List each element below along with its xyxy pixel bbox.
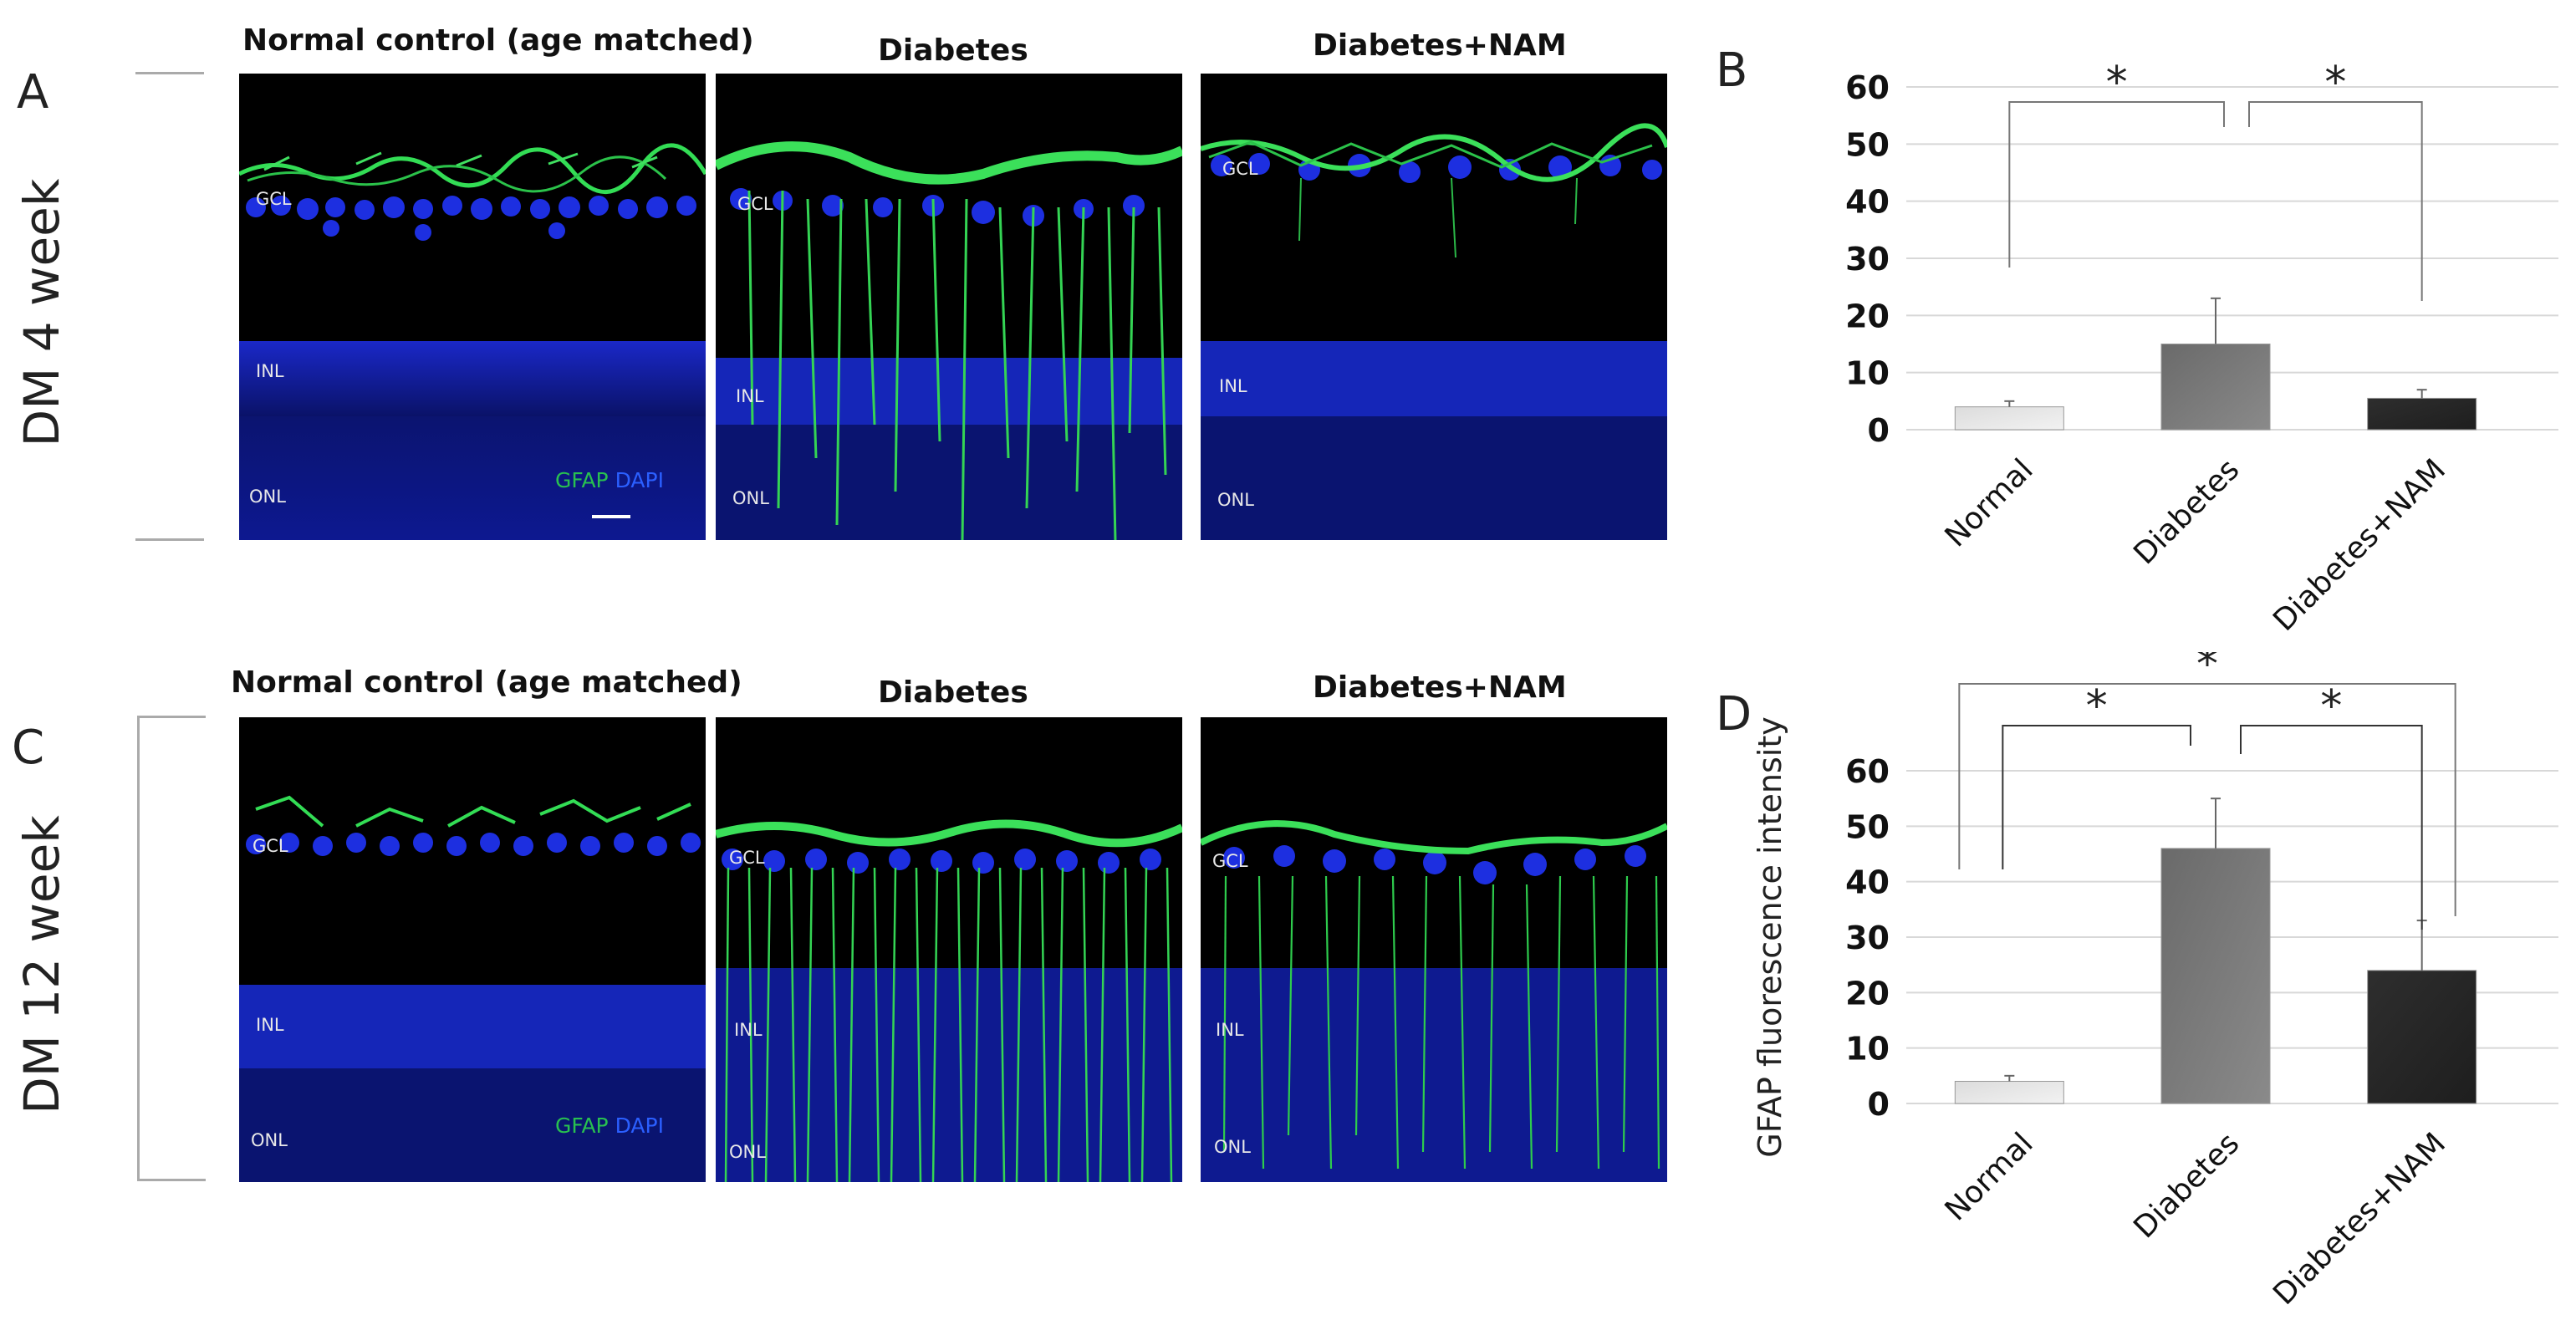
layer-label-inl: INL xyxy=(1219,376,1247,396)
significance-bracket xyxy=(2240,725,2423,930)
micrograph-row2-normal: GCL INL ONL GFAP DAPI xyxy=(239,717,706,1182)
y-tick-label: 20 xyxy=(1845,298,1890,334)
x-tick-label: Diabetes xyxy=(2127,452,2246,571)
significance-bracket xyxy=(2008,101,2225,268)
col-title-normal-row2: Normal control (age matched) xyxy=(231,665,742,700)
col-title-diabetes-row1: Diabetes xyxy=(878,33,1028,68)
row-label-4-week: DM 4 week xyxy=(13,178,70,447)
y-tick-label: 10 xyxy=(1845,1031,1890,1068)
x-tick-label: Normal xyxy=(1939,452,2040,553)
chart-d: 0 10 20 30 40 50 60 Normal Diabetes Diabetes+NAM *… xyxy=(1752,652,2558,1312)
micrograph-row1-nam: GCL INL ONL xyxy=(1201,74,1667,540)
y-tick-label: 0 xyxy=(1868,1086,1890,1123)
col-title-nam-row2: Diabetes+NAM xyxy=(1313,670,1567,705)
bracket-bottom-row2 xyxy=(137,1179,206,1181)
bracket-bottom-row1 xyxy=(135,538,204,541)
y-tick-label: 30 xyxy=(1845,241,1890,278)
layer-label-onl: ONL xyxy=(732,488,769,508)
layer-label-gcl: GCL xyxy=(1222,159,1258,179)
layer-label-onl: ONL xyxy=(251,1130,288,1150)
layer-label-inl: INL xyxy=(256,1015,284,1035)
stain-key-dapi: DAPI xyxy=(615,468,664,492)
y-tick-label: 0 xyxy=(1868,412,1890,449)
layer-label-onl: ONL xyxy=(729,1142,766,1162)
micrograph-row2-nam: GCL INL ONL xyxy=(1201,717,1667,1182)
stain-key: GFAP DAPI xyxy=(555,468,664,492)
stain-key: GFAP DAPI xyxy=(555,1114,664,1138)
y-tick-label: 20 xyxy=(1845,975,1890,1012)
y-tick-label: 40 xyxy=(1845,184,1890,221)
micrograph-row1-diabetes: GCL INL ONL xyxy=(716,74,1182,540)
bracket-top-row2 xyxy=(137,716,206,718)
layer-label-gcl: GCL xyxy=(256,189,292,209)
col-title-diabetes-row2: Diabetes xyxy=(878,675,1028,710)
layer-label-inl: INL xyxy=(1216,1020,1244,1040)
bar-diabetes-nam xyxy=(2367,970,2477,1104)
y-tick-label: 50 xyxy=(1845,126,1890,163)
layer-label-onl: ONL xyxy=(249,487,286,507)
bar-diabetes xyxy=(2160,848,2271,1104)
y-axis-label: GFAP fluorescence intensity xyxy=(1752,716,1788,1158)
y-tick-label: 60 xyxy=(1845,753,1890,790)
stain-key-gfap: GFAP xyxy=(555,468,609,492)
bar-diabetes xyxy=(2160,344,2271,431)
significance-bracket xyxy=(2002,725,2191,869)
significance-star: * xyxy=(2106,58,2128,108)
significance-star: * xyxy=(2196,652,2218,690)
bar-diabetes-nam xyxy=(2367,397,2477,431)
micrograph-row2-diabetes: GCL INL ONL xyxy=(716,717,1182,1182)
layer-label-gcl: GCL xyxy=(737,194,773,214)
bar-normal xyxy=(1954,1080,2064,1104)
bar-normal xyxy=(1954,406,2064,431)
bracket-top-row1 xyxy=(135,72,204,74)
x-tick-label: Diabetes+NAM xyxy=(2267,452,2452,638)
col-title-nam-row1: Diabetes+NAM xyxy=(1313,28,1567,63)
chart-b: 0 10 20 30 40 50 60 Normal Diabetes Diabetes+NAM *… xyxy=(1845,58,2558,638)
layer-label-gcl: GCL xyxy=(252,836,288,856)
panel-letter-d: D xyxy=(1716,687,1752,742)
scale-bar xyxy=(592,515,630,518)
layer-label-inl: INL xyxy=(734,1020,763,1040)
significance-star: * xyxy=(2324,58,2346,108)
x-tick-label: Diabetes xyxy=(2127,1126,2246,1245)
significance-bracket xyxy=(1958,683,2456,916)
stain-key-dapi: DAPI xyxy=(615,1114,664,1138)
significance-star: * xyxy=(2320,681,2342,731)
layer-label-inl: INL xyxy=(256,361,284,381)
y-tick-label: 10 xyxy=(1845,355,1890,392)
layer-label-inl: INL xyxy=(736,386,764,406)
y-tick-label: 30 xyxy=(1845,920,1890,956)
y-tick-label: 60 xyxy=(1845,69,1890,106)
y-tick-label: 40 xyxy=(1845,864,1890,901)
layer-label-onl: ONL xyxy=(1217,490,1254,510)
row-label-12-week: DM 12 week xyxy=(13,815,70,1114)
panel-letter-c: C xyxy=(12,721,45,775)
y-tick-label: 50 xyxy=(1845,808,1890,845)
layer-label-onl: ONL xyxy=(1214,1137,1251,1157)
layer-label-gcl: GCL xyxy=(729,848,765,868)
panel-letter-b: B xyxy=(1716,43,1748,98)
micrograph-row1-normal: GCL INL ONL GFAP DAPI xyxy=(239,74,706,540)
significance-bracket xyxy=(2248,101,2423,301)
panel-letter-a: A xyxy=(17,65,49,120)
bracket-vertical-row2 xyxy=(137,716,140,1180)
significance-star: * xyxy=(2086,681,2108,731)
col-title-normal-row1: Normal control (age matched) xyxy=(242,23,754,58)
x-tick-label: Diabetes+NAM xyxy=(2267,1126,2452,1312)
stain-key-gfap: GFAP xyxy=(555,1114,609,1138)
layer-label-gcl: GCL xyxy=(1212,851,1248,871)
x-tick-label: Normal xyxy=(1939,1126,2040,1227)
